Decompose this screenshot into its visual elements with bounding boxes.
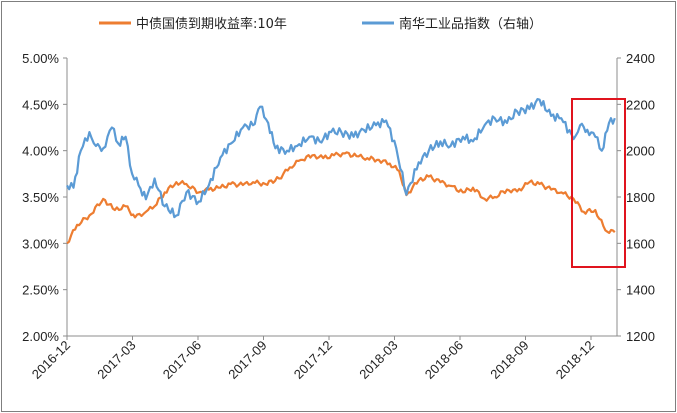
x-axis-tick-label: 2018-09 bbox=[487, 338, 531, 382]
highlight-box bbox=[571, 98, 626, 268]
x-axis-tick-label: 2017-03 bbox=[94, 338, 138, 382]
left-axis-tick-label: 4.50% bbox=[22, 97, 59, 112]
left-axis-tick-label: 3.50% bbox=[22, 190, 59, 205]
right-axis-tick-label: 2200 bbox=[626, 97, 655, 112]
right-axis-tick-label: 2400 bbox=[626, 51, 655, 66]
left-axis-tick-label: 4.00% bbox=[22, 144, 59, 159]
x-axis-tick-label: 2017-12 bbox=[291, 338, 335, 382]
x-axis-tick-label: 2018-03 bbox=[356, 338, 400, 382]
series-line-yield bbox=[66, 151, 616, 245]
right-axis-tick-label: 1800 bbox=[626, 190, 655, 205]
right-axis-tick-label: 2000 bbox=[626, 144, 655, 159]
x-axis-tick-label: 2018-12 bbox=[553, 338, 597, 382]
x-axis-tick-label: 2017-06 bbox=[160, 338, 204, 382]
plot-area bbox=[66, 97, 616, 245]
left-axis-tick-label: 2.50% bbox=[22, 283, 59, 298]
x-axis-tick-label: 2016-12 bbox=[29, 338, 73, 382]
axes bbox=[66, 58, 618, 337]
right-axis-tick-label: 1200 bbox=[626, 329, 655, 344]
legend-label-yield: 中债国债到期收益率:10年 bbox=[136, 16, 287, 32]
series-line-nanhua bbox=[66, 97, 616, 219]
legend-label-nanhua: 南华工业品指数（右轴） bbox=[399, 16, 542, 32]
right-axis-tick-label: 1600 bbox=[626, 236, 655, 251]
tick-labels: 5.00% 4.50% 4.00% 3.50% 3.00% 2.50% 2.00% 2400 2… bbox=[22, 51, 655, 382]
x-axis-tick-label: 2017-09 bbox=[225, 338, 269, 382]
right-axis-tick-label: 1400 bbox=[626, 283, 655, 298]
left-axis-tick-label: 5.00% bbox=[22, 51, 59, 66]
left-axis-tick-label: 3.00% bbox=[22, 236, 59, 251]
legend: 中债国债到期收益率:10年 南华工业品指数（右轴） bbox=[99, 16, 542, 32]
x-axis-tick-label: 2018-06 bbox=[422, 338, 466, 382]
left-axis-tick-label: 2.00% bbox=[22, 329, 59, 344]
